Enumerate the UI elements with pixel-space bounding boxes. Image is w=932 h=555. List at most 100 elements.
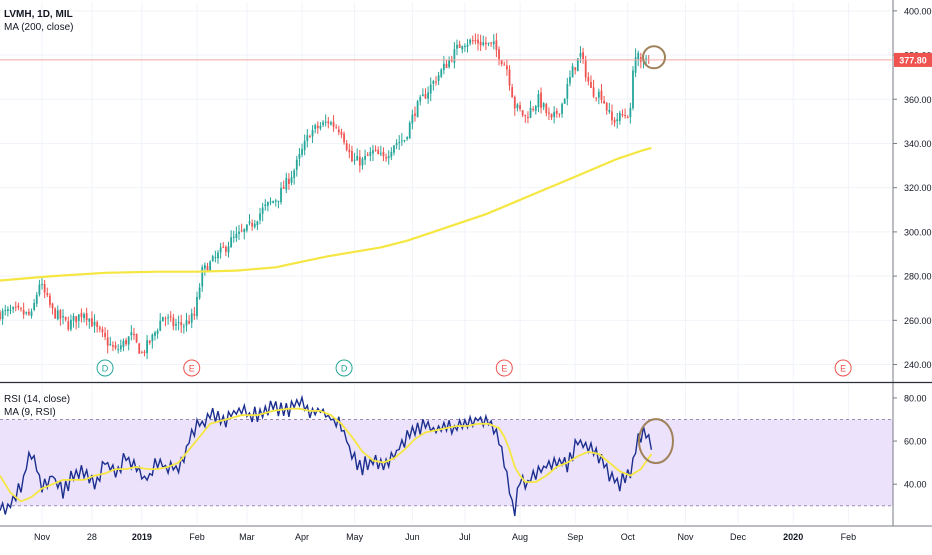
candle-body <box>203 264 206 269</box>
candle <box>96 320 99 333</box>
candle <box>400 132 403 146</box>
symbol-title[interactable]: LVMH, 1D, MIL <box>4 9 73 20</box>
candle-body <box>408 122 411 139</box>
candle-body <box>196 297 198 317</box>
candle <box>503 61 506 66</box>
candle-body <box>253 223 256 227</box>
candle-body <box>70 319 72 330</box>
candle-body <box>314 125 317 129</box>
event-marker[interactable]: E <box>183 359 201 377</box>
rsi-band <box>0 419 893 506</box>
candle-body <box>101 329 104 333</box>
candle <box>185 312 188 332</box>
candle-body <box>256 221 259 226</box>
event-marker-circle <box>183 359 201 377</box>
candle <box>571 63 574 78</box>
candle <box>490 42 493 47</box>
candle <box>222 242 225 249</box>
candle-body <box>369 151 372 156</box>
price-legend: LVMH, 1D, MIL MA (200, close) <box>4 8 73 34</box>
candle-body <box>77 314 80 321</box>
candle-body <box>566 84 569 99</box>
candle-body <box>508 69 511 86</box>
candle-body <box>41 283 43 285</box>
candle <box>64 316 67 322</box>
candle-body <box>169 316 172 318</box>
candle-body <box>280 188 282 203</box>
candle <box>429 77 432 102</box>
candle-body <box>62 316 64 318</box>
candle-body <box>487 42 490 44</box>
candle <box>474 33 477 45</box>
candle <box>46 287 49 298</box>
ma-200-legend[interactable]: MA (200, close) <box>4 22 74 33</box>
candle-body <box>148 340 151 344</box>
candle-body <box>259 213 261 221</box>
candle <box>479 34 482 51</box>
time-axis-label: Jul <box>459 532 471 542</box>
candle-body <box>548 112 550 114</box>
candle <box>280 182 282 205</box>
candle-body <box>64 316 67 320</box>
candle <box>256 220 259 231</box>
candle-body <box>309 136 311 138</box>
candle-body <box>477 39 479 44</box>
candle <box>395 139 398 150</box>
time-axis-label: Feb <box>189 532 205 542</box>
candle <box>198 283 201 300</box>
candle-body <box>534 106 537 111</box>
event-marker[interactable]: D <box>96 359 114 377</box>
candle-body <box>30 311 33 316</box>
candle <box>224 245 227 257</box>
candle-body <box>500 60 503 65</box>
candle <box>492 34 495 50</box>
candle <box>259 207 261 225</box>
candle-body <box>303 140 306 151</box>
price-axis-label: 280.00 <box>904 272 932 282</box>
candle <box>469 38 472 46</box>
candle <box>83 312 85 323</box>
candle-body <box>611 111 613 121</box>
candle-body <box>222 246 225 248</box>
event-marker[interactable]: E <box>495 359 513 377</box>
candle <box>366 152 369 157</box>
candle-body <box>453 49 456 63</box>
candle-body <box>579 52 582 57</box>
candle-body <box>261 207 264 214</box>
candle-body <box>330 122 332 125</box>
candle <box>484 36 487 50</box>
candle-body <box>600 90 603 100</box>
event-marker[interactable]: D <box>335 359 353 377</box>
candle-body <box>435 81 437 83</box>
candle <box>43 280 46 299</box>
candle-body <box>269 201 272 203</box>
candle <box>440 68 443 79</box>
event-marker[interactable]: E <box>834 359 852 377</box>
candle <box>605 102 608 115</box>
rsi-axis-label: 80.00 <box>904 393 927 403</box>
candle-body <box>608 110 611 113</box>
candle <box>513 95 516 116</box>
candle <box>406 136 409 141</box>
candle <box>637 50 640 67</box>
candle-body <box>584 59 587 78</box>
event-marker-circle <box>834 359 852 377</box>
candle-body <box>83 314 85 319</box>
rsi-legend-label[interactable]: RSI (14, close) <box>4 394 71 405</box>
candle <box>17 302 20 311</box>
candle-body <box>185 320 188 326</box>
candle-body <box>43 283 46 293</box>
candle <box>442 56 445 75</box>
candle <box>353 152 356 165</box>
rsi-ma-legend-label[interactable]: MA (9, RSI) <box>4 407 56 418</box>
price-axis-label: 360.00 <box>904 95 932 105</box>
candle-body <box>130 332 133 336</box>
candle-body <box>240 230 243 232</box>
rsi-annotation-circle <box>637 418 674 465</box>
candle <box>574 67 577 75</box>
candle-body <box>621 114 624 116</box>
rsi-legend: RSI (14, close) MA (9, RSI) <box>4 393 70 419</box>
candle <box>182 323 185 334</box>
candle-body <box>243 229 246 233</box>
